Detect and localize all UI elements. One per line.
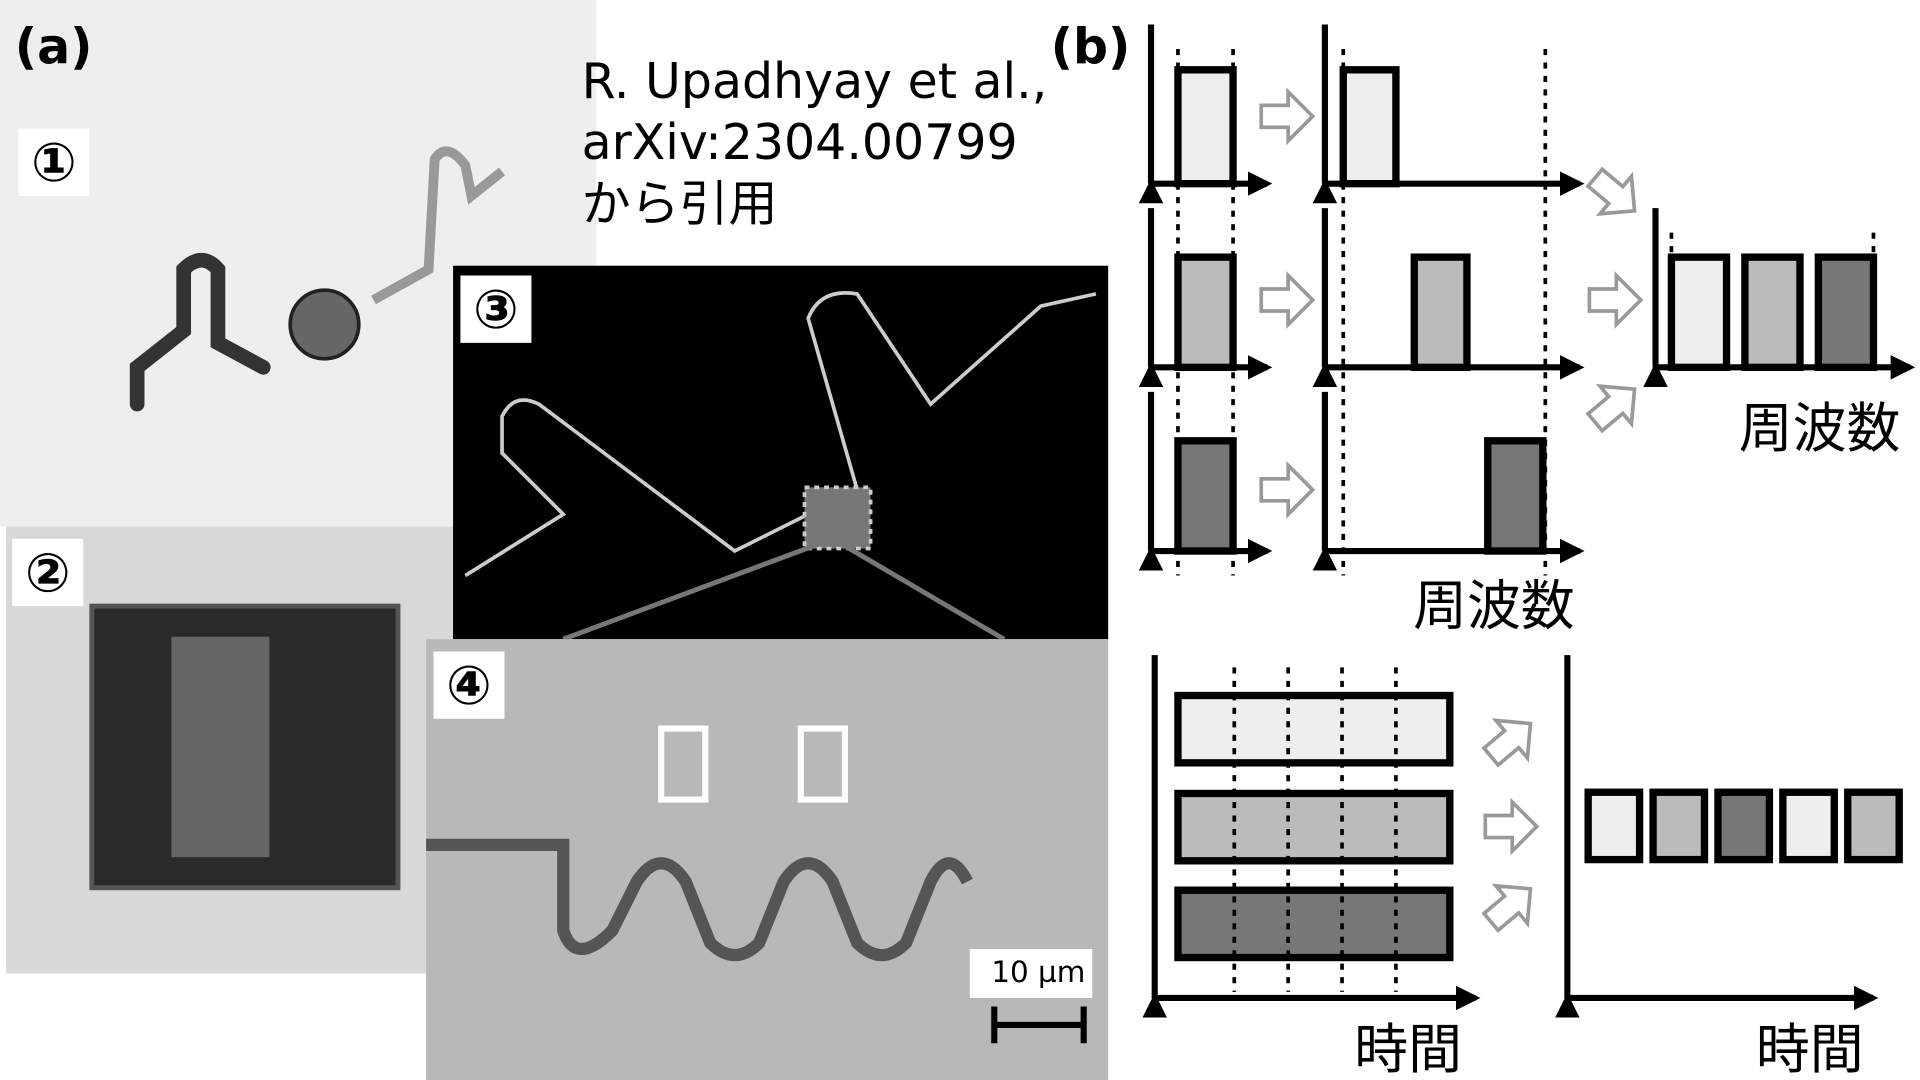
pulse [1174, 66, 1237, 188]
marker-bg [12, 538, 84, 607]
marker-bg [18, 128, 90, 196]
axis-label: 周波数 [1739, 397, 1901, 460]
pulse [1741, 253, 1804, 372]
axis-label: 周波数 [1413, 574, 1575, 637]
arrow [1473, 702, 1549, 778]
arrow [1483, 800, 1539, 853]
axes [1151, 24, 1910, 997]
pulse [1484, 437, 1547, 555]
pulse [1174, 886, 1454, 962]
panel-a: (a) R. Upadhyay et al., arXiv:2304.00799… [0, 0, 1109, 1080]
pulse [1174, 253, 1237, 372]
pulse [1714, 788, 1774, 864]
arrow [1587, 273, 1643, 327]
axis [1155, 655, 1476, 998]
pulse [1584, 788, 1644, 864]
panel-label: (b) [1051, 19, 1131, 76]
citation: arXiv:2304.00799 [582, 114, 1018, 171]
axis [1151, 24, 1267, 183]
pulse [1844, 788, 1903, 864]
pulse [1174, 789, 1454, 865]
pulse [1174, 691, 1454, 767]
axis [1151, 391, 1267, 551]
axis [1151, 208, 1267, 367]
marker: ② [25, 541, 71, 604]
pulse [1814, 253, 1878, 372]
pulse [1779, 788, 1838, 864]
waveguide [371, 146, 506, 305]
axis [1325, 208, 1580, 367]
meander [426, 838, 973, 962]
panel-b: (b) [1051, 19, 1911, 1080]
sem-photo [426, 639, 1109, 1080]
junction-box [797, 725, 848, 803]
feedline [562, 536, 1006, 642]
arrow [1259, 273, 1315, 327]
citation: から引用 [582, 175, 778, 232]
marker: ① [31, 131, 77, 194]
highlight [802, 485, 873, 551]
axis-label: 時間 [1354, 1018, 1462, 1080]
arrow [1577, 157, 1653, 232]
arrow [1259, 463, 1315, 517]
pulse [1649, 788, 1709, 864]
panel-label: (a) [15, 19, 93, 76]
marker-bg [433, 651, 505, 719]
marker: ③ [473, 278, 519, 341]
arrow [1259, 89, 1315, 143]
axis [1656, 208, 1911, 367]
pulse [1410, 253, 1471, 372]
scale-bar [991, 1006, 1087, 1044]
chip-detail [171, 636, 270, 858]
axis-label: 時間 [1756, 1018, 1864, 1080]
junction-box [658, 725, 709, 803]
waveguide [129, 252, 271, 412]
pulse [1174, 437, 1237, 555]
pulse [1339, 66, 1400, 188]
scale-bg [969, 948, 1093, 998]
atom [288, 288, 361, 361]
arrow [1473, 868, 1549, 943]
axis [1325, 24, 1580, 183]
axis [1325, 391, 1580, 551]
citation: R. Upadhyay et al., [582, 53, 1048, 110]
scale-bar-label: 10 µm [991, 955, 1085, 989]
pulse [1667, 253, 1731, 372]
marker: ④ [446, 654, 492, 717]
layout-render [453, 265, 1109, 640]
axis [1567, 655, 1873, 998]
arrow [1577, 368, 1653, 443]
marker-bg [460, 275, 532, 343]
